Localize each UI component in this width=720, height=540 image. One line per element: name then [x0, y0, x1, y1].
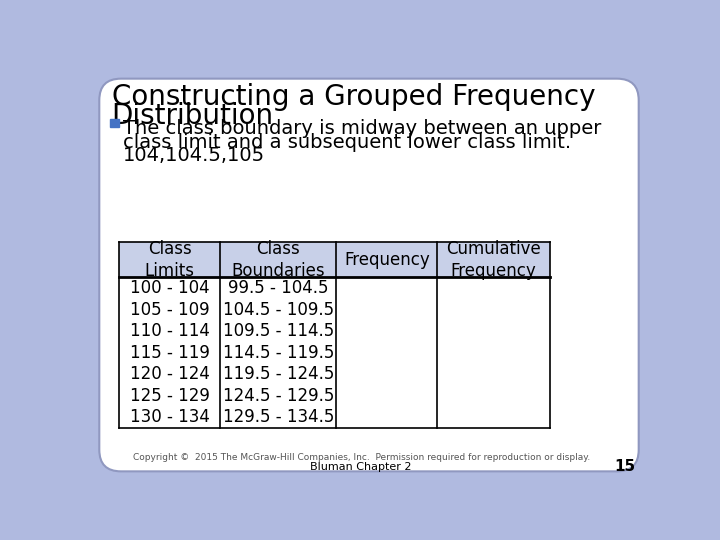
Text: Class
Limits: Class Limits [145, 240, 195, 280]
Text: class limit and a subsequent lower class limit.: class limit and a subsequent lower class… [122, 132, 571, 152]
Text: 110 - 114: 110 - 114 [130, 322, 210, 340]
Text: 104.5 - 109.5: 104.5 - 109.5 [222, 301, 334, 319]
Text: 99.5 - 104.5: 99.5 - 104.5 [228, 279, 328, 297]
Text: 124.5 - 129.5: 124.5 - 129.5 [222, 387, 334, 405]
Text: Cumulative
Frequency: Cumulative Frequency [446, 240, 541, 280]
Bar [110, 119, 119, 127]
Text: The class boundary is midway between an upper: The class boundary is midway between an … [122, 119, 601, 138]
Text: 105 - 109: 105 - 109 [130, 301, 210, 319]
Text: 120 - 124: 120 - 124 [130, 366, 210, 383]
Text: Frequency: Frequency [344, 251, 430, 268]
Text: 119.5 - 124.5: 119.5 - 124.5 [222, 366, 334, 383]
Text: 109.5 - 114.5: 109.5 - 114.5 [222, 322, 334, 340]
Text: 129.5 - 134.5: 129.5 - 134.5 [222, 408, 334, 427]
Text: 104,104.5,105: 104,104.5,105 [122, 146, 265, 165]
Text: 100 - 104: 100 - 104 [130, 279, 210, 297]
Text: Bluman Chapter 2: Bluman Chapter 2 [310, 462, 412, 472]
Text: 125 - 129: 125 - 129 [130, 387, 210, 405]
Text: 15: 15 [614, 459, 635, 474]
Text: Constructing a Grouped Frequency: Constructing a Grouped Frequency [112, 83, 595, 111]
FancyBboxPatch shape [120, 242, 549, 278]
Text: 130 - 134: 130 - 134 [130, 408, 210, 427]
Text: 115 - 119: 115 - 119 [130, 344, 210, 362]
Text: Class
Boundaries: Class Boundaries [232, 240, 325, 280]
Text: Distribution: Distribution [112, 102, 274, 130]
FancyBboxPatch shape [99, 79, 639, 471]
Text: 114.5 - 119.5: 114.5 - 119.5 [222, 344, 334, 362]
FancyBboxPatch shape [120, 278, 549, 428]
Text: Copyright ©  2015 The McGraw-Hill Companies, Inc.  Permission required for repro: Copyright © 2015 The McGraw-Hill Compani… [132, 453, 590, 462]
